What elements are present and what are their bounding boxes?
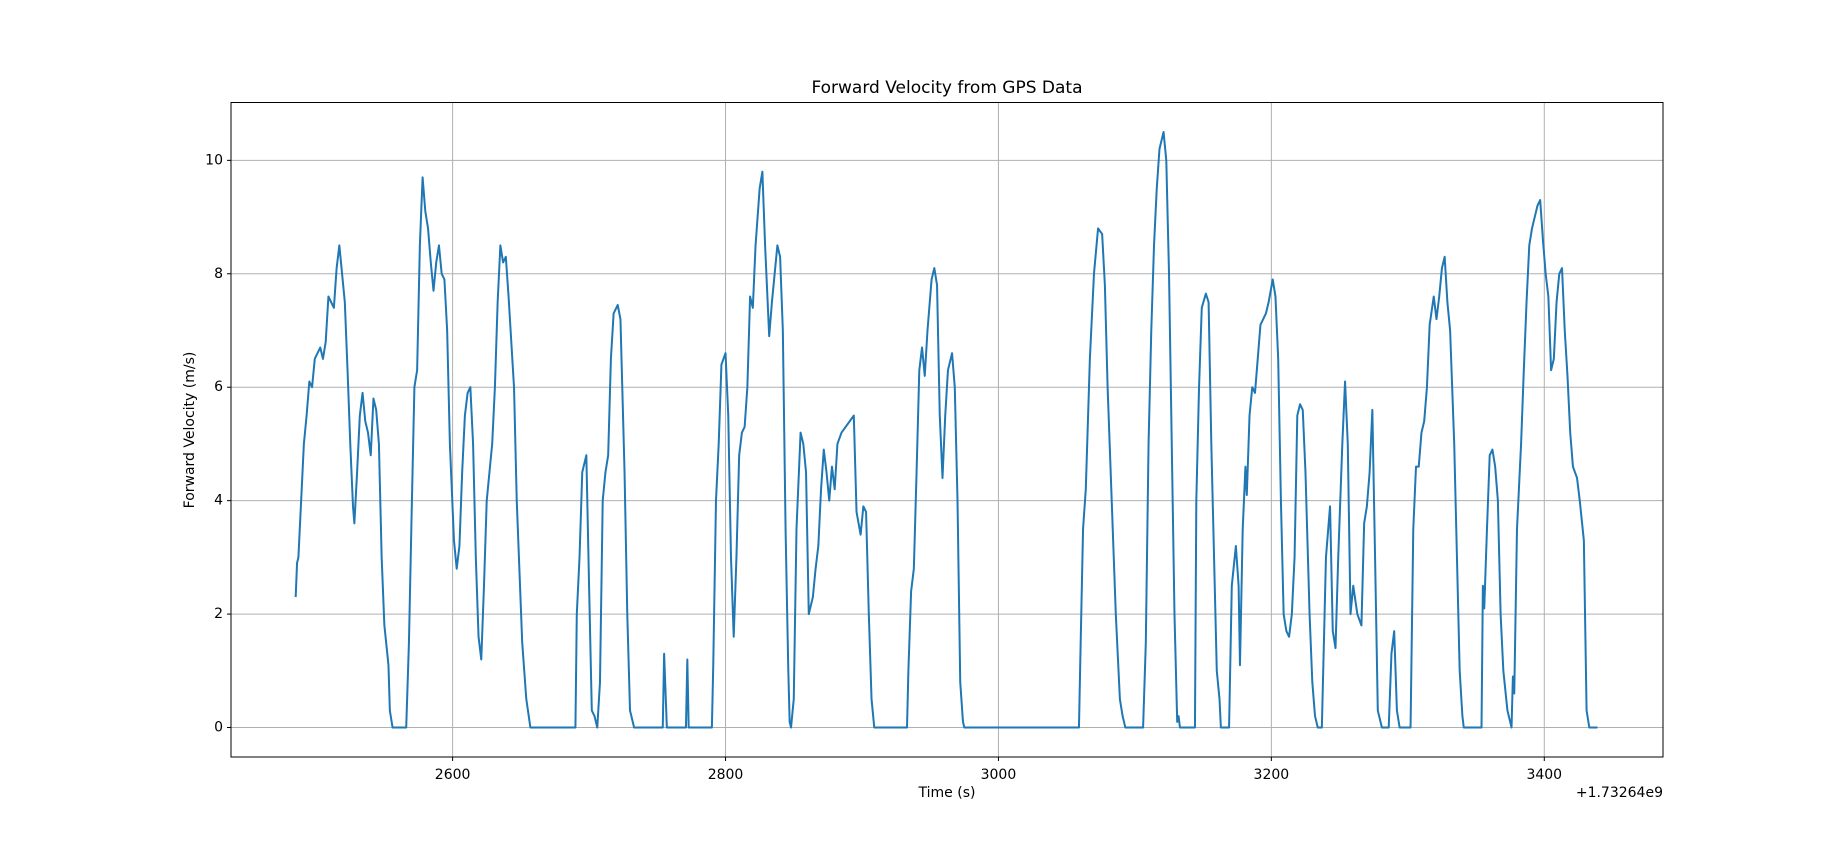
x-tick-label: 2600	[435, 767, 471, 783]
x-tick-label: 2800	[708, 767, 744, 783]
velocity-line	[294, 130, 1598, 729]
x-tick-label: 3200	[1254, 767, 1290, 783]
plot-frame	[230, 102, 1664, 758]
x-axis-label: Time (s)	[918, 785, 976, 801]
y-tick-label: 0	[214, 720, 223, 736]
y-tick-label: 6	[214, 379, 223, 395]
x-tick-label: 3400	[1526, 767, 1562, 783]
x-tick-label: 3000	[981, 767, 1017, 783]
y-axis-label: Forward Velocity (m/s)	[182, 352, 198, 509]
y-tick-label: 2	[214, 606, 223, 622]
y-tick-label: 4	[214, 493, 223, 509]
chart-title: Forward Velocity from GPS Data	[811, 78, 1082, 98]
x-offset-label: +1.73264e9	[1576, 785, 1663, 801]
y-tick-label: 10	[205, 152, 223, 168]
y-tick-label: 8	[214, 266, 223, 282]
